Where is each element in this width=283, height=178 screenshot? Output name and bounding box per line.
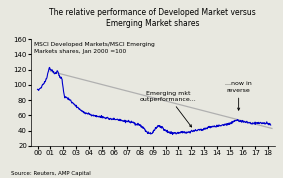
Text: Source: Reuters, AMP Capital: Source: Reuters, AMP Capital [11,171,91,176]
Text: Emerging mkt
outperformance...: Emerging mkt outperformance... [140,91,197,127]
Text: The relative performance of Developed Market versus
Emerging Market shares: The relative performance of Developed Ma… [50,8,256,28]
Text: ...now in
reverse: ...now in reverse [225,81,252,110]
Text: MSCI Developed Markets/MSCI Emerging
Markets shares, Jan 2000 =100: MSCI Developed Markets/MSCI Emerging Mar… [34,42,154,54]
